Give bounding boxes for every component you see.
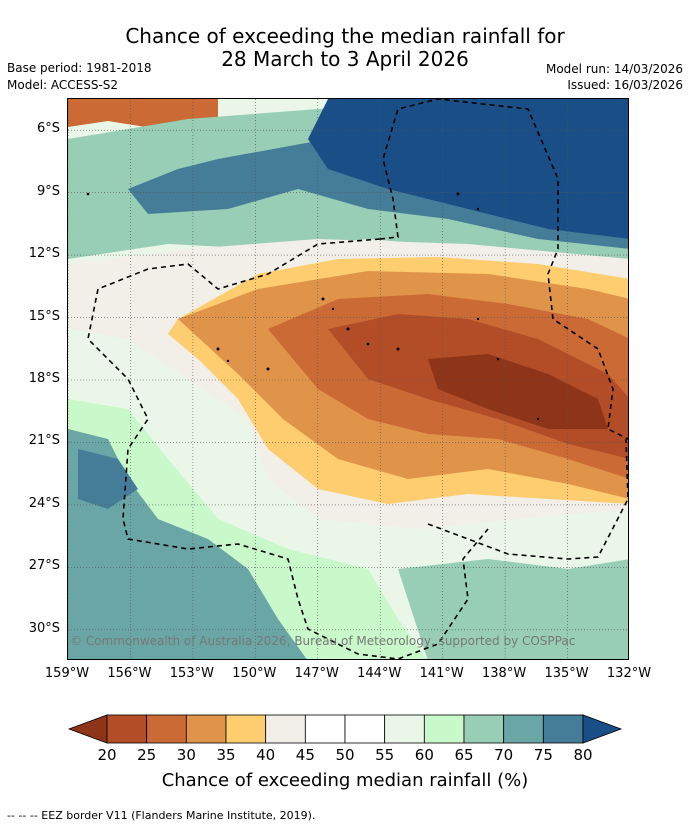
colorbar-tick-label: 35 bbox=[216, 746, 236, 764]
probability-shading bbox=[68, 99, 628, 659]
colorbar-tick-label: 55 bbox=[375, 746, 395, 764]
longitude-tick-label: 141°W bbox=[419, 666, 464, 681]
colorbar-segment bbox=[542, 714, 584, 744]
colorbar-tick-label: 75 bbox=[533, 746, 553, 764]
latitude-tick-label: 15°S bbox=[28, 308, 60, 324]
colorbar-segment bbox=[463, 714, 505, 744]
longitude-tick-label: 138°W bbox=[482, 666, 527, 681]
map-title-line2: 28 March to 3 April 2026 bbox=[221, 47, 469, 71]
base-period-label: Base period: 1981-2018 bbox=[7, 61, 152, 75]
colorbar-segment bbox=[146, 714, 187, 744]
driest-core bbox=[428, 354, 608, 429]
wet-band-southeast bbox=[398, 559, 628, 659]
longitude-tick-label: 147°W bbox=[294, 666, 339, 681]
longitude-tick-label: 156°W bbox=[107, 666, 152, 681]
colorbar-tick-label: 60 bbox=[414, 746, 434, 764]
map-gridlines bbox=[68, 99, 628, 659]
colorbar-tick-label: 50 bbox=[335, 746, 355, 764]
longitude-tick-label: 159°W bbox=[44, 666, 90, 681]
colorbar-tick-label: 80 bbox=[573, 746, 593, 764]
colorbar-tick-label: 70 bbox=[494, 746, 514, 764]
colorbar-label: Chance of exceeding median rainfall (%) bbox=[161, 770, 529, 791]
colorbar-arrow-high bbox=[582, 714, 623, 744]
colorbar-tick-label: 30 bbox=[176, 746, 196, 764]
colorbar-tick-label: 20 bbox=[97, 746, 117, 764]
latitude-tick-label: 24°S bbox=[28, 495, 60, 511]
colorbar-tick-label: 65 bbox=[454, 746, 474, 764]
colorbar-arrow-low bbox=[67, 714, 108, 744]
issued-label: Issued: 16/03/2026 bbox=[567, 78, 683, 92]
colorbar-segment bbox=[344, 714, 386, 744]
model-run-label: Model run: 14/03/2026 bbox=[545, 62, 683, 76]
rainfall-map-svg bbox=[68, 99, 628, 659]
island-markers bbox=[86, 192, 540, 421]
longitude-tick-label: 135°W bbox=[544, 666, 589, 681]
latitude-tick-label: 21°S bbox=[28, 433, 60, 449]
wettest-north bbox=[308, 99, 628, 239]
eez-footnote: -- -- -- EEZ border V11 (Flanders Marine… bbox=[7, 809, 316, 822]
model-label: Model: ACCESS-S2 bbox=[7, 78, 119, 92]
colorbar-segment bbox=[106, 714, 148, 744]
latitude-tick-label: 27°S bbox=[28, 558, 60, 574]
longitude-tick-label: 144°W bbox=[357, 666, 402, 681]
rainfall-map bbox=[67, 98, 629, 660]
colorbar-segment bbox=[304, 714, 346, 744]
colorbar-segment bbox=[503, 714, 544, 744]
longitude-tick-label: 153°W bbox=[169, 666, 214, 681]
latitude-tick-label: 9°S bbox=[36, 183, 60, 199]
eez-border-southeast bbox=[427, 438, 628, 560]
colorbar-tick-label: 25 bbox=[137, 746, 157, 764]
colorbar-segment bbox=[423, 714, 465, 744]
longitude-tick-label: 132°W bbox=[606, 666, 652, 681]
copyright-notice: © Commonwealth of Australia 2026, Bureau… bbox=[70, 634, 576, 648]
colorbar bbox=[67, 714, 623, 744]
wet-spot-southwest bbox=[78, 449, 138, 509]
colorbar-segment bbox=[384, 714, 425, 744]
map-title-line1: Chance of exceeding the median rainfall … bbox=[125, 24, 565, 48]
colorbar-segment bbox=[265, 714, 306, 744]
latitude-tick-label: 6°S bbox=[36, 121, 60, 137]
longitude-tick-label: 150°W bbox=[232, 666, 277, 681]
colorbar-tick-label: 45 bbox=[295, 746, 315, 764]
latitude-tick-label: 12°S bbox=[28, 246, 60, 262]
colorbar-tick-label: 40 bbox=[256, 746, 276, 764]
colorbar-segment bbox=[225, 714, 267, 744]
latitude-tick-label: 18°S bbox=[28, 371, 60, 386]
colorbar-segment bbox=[185, 714, 227, 744]
latitude-tick-label: 30°S bbox=[28, 620, 60, 636]
